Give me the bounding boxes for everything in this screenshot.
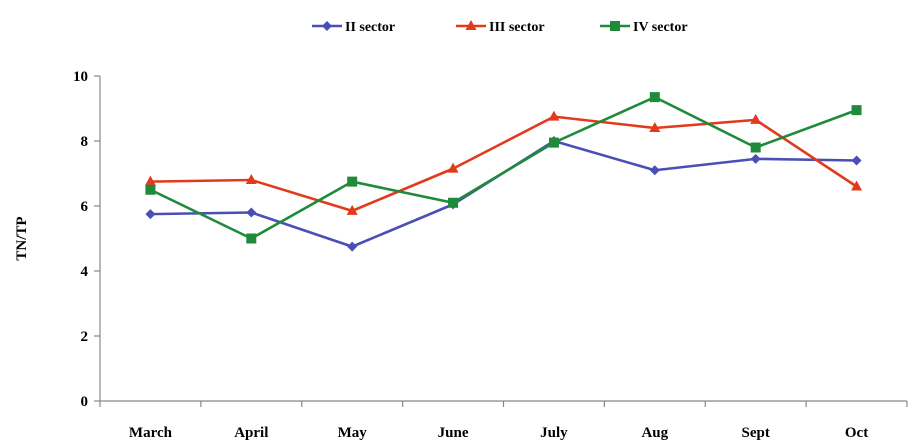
data-point [145,184,156,195]
x-tick-label: May [338,425,368,440]
legend-label: IV sector [633,20,688,35]
y-tick-label: 8 [81,134,89,150]
y-tick-label: 2 [81,329,89,345]
data-point [347,176,358,187]
data-point [246,207,257,218]
x-tick-label: July [540,425,568,440]
legend-marker [610,21,620,31]
data-point [448,197,459,208]
data-point [649,165,660,176]
data-point [246,233,257,244]
data-point [347,241,358,252]
legend-marker [465,20,477,30]
data-point [145,209,156,220]
series-3 [145,92,862,244]
legend-item: III sector [456,20,545,35]
data-point [750,153,761,164]
data-point [750,142,761,153]
y-tick-label: 6 [81,199,89,215]
data-point [750,113,762,124]
y-ticks: 0 2 4 6 8 10 [73,69,100,410]
series-line [149,95,858,240]
legend-item: II sector [312,20,395,35]
x-tick-label: June [438,425,469,440]
data-point [851,155,862,166]
x-tick-label: March [129,425,173,440]
data-point [144,175,156,186]
data-point [851,105,862,116]
legend-label: II sector [345,20,395,35]
series-line [150,115,858,213]
data-point [548,110,560,121]
data-point [548,137,559,148]
legend-item: IV sector [600,20,688,35]
x-ticks: March April May June July Aug Sept Oct [99,401,908,440]
axes [99,76,907,402]
series-2 [144,110,863,215]
legend: II sector III sector IV sector [312,20,688,35]
series-layer [144,92,863,252]
series-line [150,139,857,248]
y-tick-label: 10 [73,69,88,85]
x-tick-label: Aug [641,425,668,440]
data-point [851,180,863,191]
data-point [649,122,661,132]
x-tick-label: Oct [845,425,868,440]
legend-marker [322,21,332,31]
legend-label: III sector [489,20,545,35]
data-point [245,174,257,184]
x-tick-label: Sept [742,425,770,440]
data-point [649,92,660,103]
x-tick-label: April [234,425,268,440]
data-point [447,162,459,173]
y-tick-label: 4 [81,264,89,280]
data-point [346,204,358,215]
y-axis-title: TN/TP [14,216,30,260]
y-tick-label: 0 [81,394,89,410]
